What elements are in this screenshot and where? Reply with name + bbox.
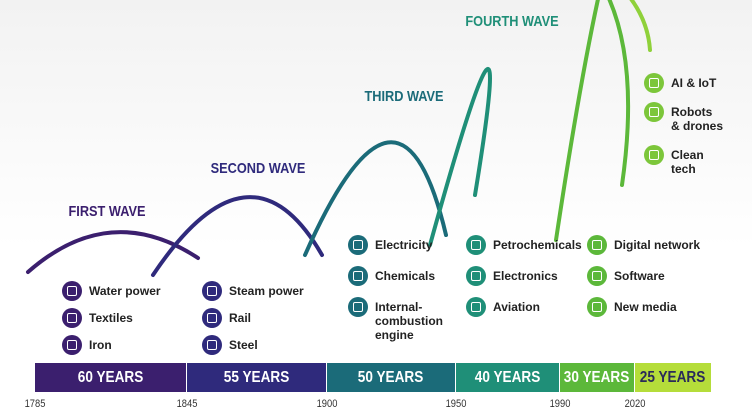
- item-label: Software: [614, 269, 665, 283]
- item-label: Internal-combustion engine: [375, 300, 443, 342]
- wave-arc: [303, 140, 448, 257]
- icon: [644, 145, 664, 165]
- duration-label: 25 YEARS: [640, 368, 706, 386]
- duration-bar: 25 YEARS: [635, 363, 711, 392]
- duration-label: 55 YEARS: [223, 368, 290, 386]
- wave-arc: [26, 230, 200, 274]
- item-label: Chemicals: [375, 269, 436, 283]
- wave-arc: [554, 0, 631, 242]
- item-label: Water power: [89, 284, 161, 298]
- duration-bar: 50 YEARS: [327, 363, 455, 392]
- duration-label: 40 YEARS: [474, 368, 541, 386]
- wave-arc: [428, 67, 492, 247]
- icon: [466, 297, 486, 317]
- icon: [202, 335, 222, 355]
- icon: [62, 308, 82, 328]
- icon: [202, 281, 222, 301]
- year-label: 2020: [624, 398, 646, 410]
- icon: [644, 73, 664, 93]
- duration-label: 50 YEARS: [358, 368, 424, 386]
- item-label: Clean tech: [671, 148, 704, 176]
- item-label: Iron: [89, 338, 112, 352]
- duration-bar: 60 YEARS: [35, 363, 186, 392]
- wave-title: SECOND WAVE: [210, 160, 306, 177]
- icon: [348, 266, 368, 286]
- duration-bar: 55 YEARS: [187, 363, 326, 392]
- icon: [587, 235, 607, 255]
- wave-title: THIRD WAVE: [364, 88, 444, 105]
- icon: [587, 266, 607, 286]
- item-label: Steam power: [229, 284, 304, 298]
- wave-title: FIRST WAVE: [68, 203, 146, 220]
- icon: [587, 297, 607, 317]
- icon: [348, 235, 368, 255]
- item-label: Aviation: [493, 300, 540, 314]
- item-label: Digital network: [614, 238, 701, 252]
- year-label: 1990: [549, 398, 571, 410]
- duration-label: 60 YEARS: [77, 368, 144, 386]
- year-label: 1785: [24, 398, 46, 410]
- duration-bar: 30 YEARS: [560, 363, 634, 392]
- wave-arc: [151, 195, 324, 277]
- duration-bar: 40 YEARS: [456, 363, 559, 392]
- item-label: Robots & drones: [671, 105, 724, 133]
- icon: [202, 308, 222, 328]
- item-label: Electronics: [493, 269, 558, 283]
- year-label: 1950: [445, 398, 467, 410]
- year-label: 1845: [176, 398, 198, 410]
- item-label: Textiles: [89, 311, 133, 325]
- item-label: Petrochemicals: [493, 238, 582, 252]
- item-label: Electricity: [375, 238, 433, 252]
- item-label: Rail: [229, 311, 252, 325]
- item-label: New media: [614, 300, 677, 314]
- icon: [62, 335, 82, 355]
- icon: [466, 235, 486, 255]
- icon: [348, 297, 368, 317]
- item-label: AI & IoT: [671, 76, 717, 90]
- duration-label: 30 YEARS: [564, 368, 630, 386]
- wave-title: FOURTH WAVE: [465, 13, 559, 30]
- icon: [644, 102, 664, 122]
- icon: [62, 281, 82, 301]
- wave-arc: [629, 0, 652, 52]
- year-label: 1900: [316, 398, 338, 410]
- item-label: Steel: [229, 338, 258, 352]
- icon: [466, 266, 486, 286]
